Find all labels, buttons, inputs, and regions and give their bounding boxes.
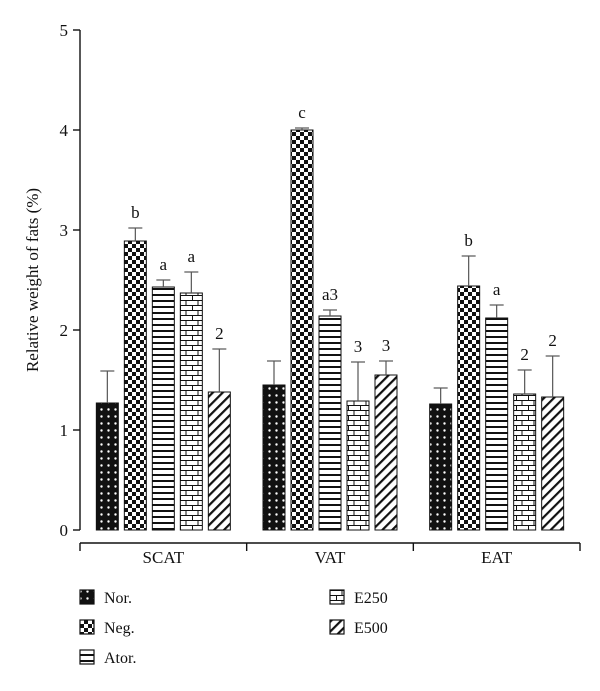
bar-scat-ator xyxy=(151,286,175,531)
legend-label: Ator. xyxy=(104,650,136,667)
legend-label: E250 xyxy=(354,590,388,607)
legend-swatch xyxy=(79,589,95,605)
significance-label: 2 xyxy=(548,331,557,350)
significance-label: 3 xyxy=(382,336,391,355)
bar-vat-e250 xyxy=(346,400,370,531)
legend-swatch xyxy=(79,649,95,665)
significance-label: b xyxy=(131,203,140,222)
category-label: EAT xyxy=(481,548,513,567)
bar-vat-ator xyxy=(318,315,342,531)
bar-eat-ator xyxy=(485,317,509,531)
bar-vat-e500 xyxy=(374,374,398,531)
bar-scat-e500 xyxy=(207,391,231,531)
legend-swatch xyxy=(329,589,345,605)
bar-scat-e250 xyxy=(179,292,203,531)
significance-label: c xyxy=(298,103,306,122)
bar-eat-e250 xyxy=(513,393,537,531)
legend-item-e250: E250 xyxy=(329,589,388,607)
category-label: SCAT xyxy=(143,548,185,567)
bar-eat-nor xyxy=(429,403,453,531)
significance-label: a xyxy=(493,280,501,299)
legend-swatch xyxy=(79,619,95,635)
y-tick-label: 3 xyxy=(60,221,69,240)
legend-item-e500: E500 xyxy=(329,619,388,637)
y-tick-label: 1 xyxy=(60,421,69,440)
legend-label: Neg. xyxy=(104,620,135,637)
axes: 0 1 2 3 4 5 SCAT VAT EAT xyxy=(60,21,581,567)
legend-swatch xyxy=(329,619,345,635)
legend-item-ator: Ator. xyxy=(79,649,136,667)
significance-label: 2 xyxy=(520,345,529,364)
y-axis-title: Relative weight of fats (%) xyxy=(23,188,42,372)
significance-label: a xyxy=(160,255,168,274)
y-tick-label: 5 xyxy=(60,21,69,40)
category-label: VAT xyxy=(315,548,346,567)
significance-label: b xyxy=(464,231,473,250)
legend-item-neg: Neg. xyxy=(79,619,135,637)
significance-label: a xyxy=(188,247,196,266)
y-tick-label: 2 xyxy=(60,321,69,340)
y-tick-label: 4 xyxy=(60,121,69,140)
bar-scat-nor xyxy=(95,402,119,531)
bar-vat-neg xyxy=(290,129,314,531)
legend-label: Nor. xyxy=(104,590,132,607)
legend-item-nor: Nor. xyxy=(79,589,132,607)
significance-label: 2 xyxy=(215,324,224,343)
y-tick-label: 0 xyxy=(60,521,69,540)
legend: Nor. Neg. Ator. E250 E500 xyxy=(79,589,388,667)
significance-label: a3 xyxy=(322,285,338,304)
bar-scat-neg xyxy=(123,240,147,531)
legend-label: E500 xyxy=(354,620,388,637)
bar-eat-e500 xyxy=(541,396,565,531)
bar-eat-neg xyxy=(457,285,481,531)
bar-vat-nor xyxy=(262,384,286,531)
significance-label: 3 xyxy=(354,337,363,356)
